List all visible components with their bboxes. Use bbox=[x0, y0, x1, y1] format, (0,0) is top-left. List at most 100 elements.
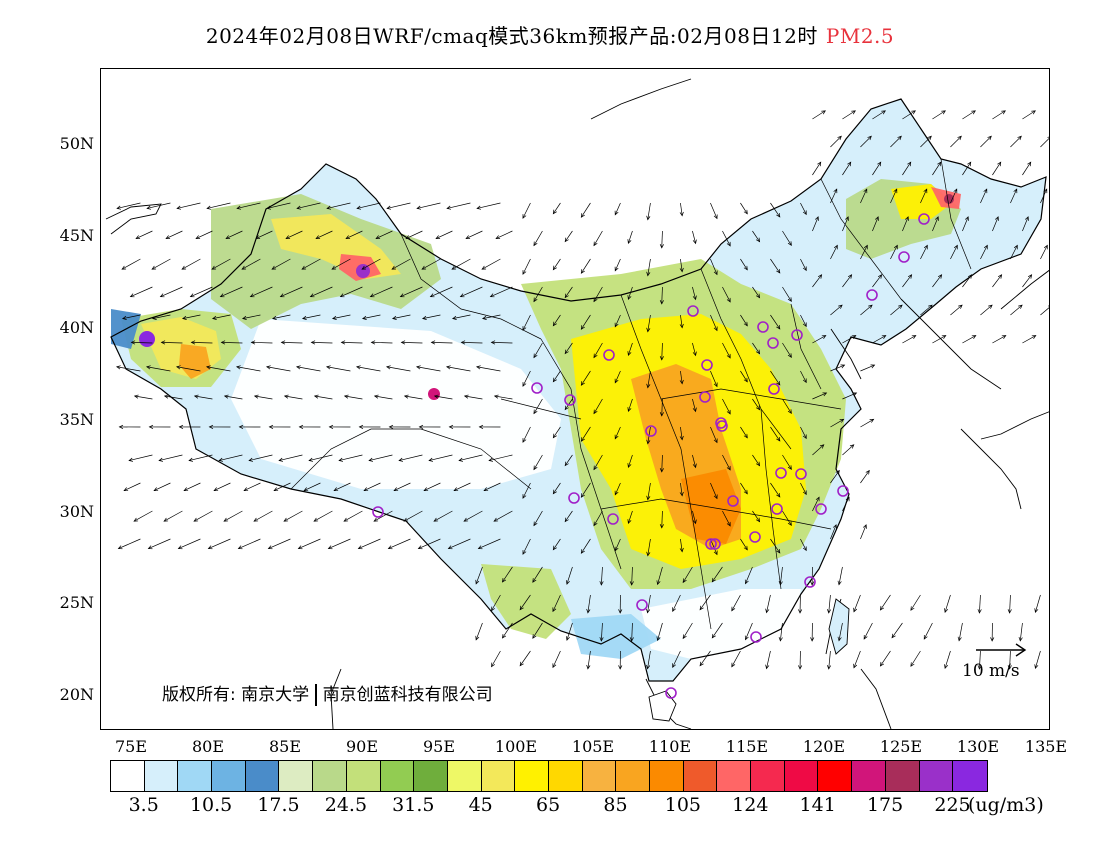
wind-arrow-head bbox=[787, 297, 792, 302]
lon-label-125e: 125E bbox=[879, 737, 923, 756]
wind-arrow-head bbox=[692, 519, 697, 525]
wind-arrow bbox=[828, 594, 831, 613]
colorbar-swatch-8 bbox=[380, 761, 415, 791]
wind-arrow-head bbox=[564, 237, 569, 243]
wind-arrow-head bbox=[731, 606, 736, 612]
wind-arrow-head bbox=[1001, 110, 1006, 115]
wind-arrow-head bbox=[533, 465, 538, 471]
wind-arrow-head bbox=[478, 424, 484, 430]
wind-arrow-head bbox=[869, 418, 875, 423]
copyright-separator bbox=[315, 684, 317, 706]
colorbar-labels: 3.5 10.5 17.5 24.5 31.5 45 65 85 105 124 141 175 225 bbox=[110, 794, 990, 818]
wind-arrow-head bbox=[627, 351, 632, 356]
wind-arrow bbox=[692, 398, 696, 412]
wind-arrow-head bbox=[313, 394, 319, 399]
wind-arrow bbox=[979, 650, 981, 669]
city-marker-icon bbox=[837, 485, 849, 497]
wind-arrow-head bbox=[802, 490, 807, 496]
wind-arrow-head bbox=[593, 465, 598, 471]
wind-arrow bbox=[962, 216, 969, 232]
colorbar-swatch-1 bbox=[144, 761, 179, 791]
wind-arrow bbox=[206, 366, 231, 372]
wind-arrow bbox=[388, 538, 411, 549]
wind-arrow-head bbox=[928, 304, 933, 309]
wind-arrow bbox=[842, 161, 852, 176]
wind-arrow-head bbox=[743, 433, 748, 439]
wind-arrow bbox=[161, 342, 183, 344]
wind-arrow-head bbox=[249, 293, 255, 298]
wind-arrow-head bbox=[692, 463, 697, 469]
wind-arrow-head bbox=[937, 274, 943, 279]
wind-arrow bbox=[422, 314, 441, 319]
wind-arrow-head bbox=[117, 545, 123, 550]
wind-arrow bbox=[313, 510, 333, 522]
colorbar-label: 45 bbox=[468, 794, 493, 816]
wind-arrow bbox=[770, 482, 781, 498]
wind-arrow bbox=[842, 335, 856, 344]
lat-label-25n: 25N bbox=[59, 593, 94, 612]
wind-arrow bbox=[581, 482, 591, 498]
wind-arrow-head bbox=[845, 496, 850, 502]
wind-arrow bbox=[401, 342, 423, 344]
lon-label-120e: 120E bbox=[802, 737, 846, 756]
wind-arrow bbox=[722, 454, 731, 471]
wind-arrow bbox=[482, 314, 501, 319]
wind-arrow bbox=[979, 594, 981, 613]
wind-arrow bbox=[628, 398, 633, 412]
wind-arrow bbox=[932, 110, 946, 120]
wind-arrow-head bbox=[580, 213, 585, 218]
wind-arrow bbox=[980, 245, 988, 260]
wind-arrow bbox=[853, 594, 861, 612]
wind-arrow bbox=[860, 418, 874, 428]
wind-arrow bbox=[189, 454, 213, 461]
map-frame[interactable] bbox=[100, 68, 1050, 730]
wind-arrow-head bbox=[833, 244, 838, 250]
wind-arrow-head bbox=[817, 161, 822, 167]
wind-arrow bbox=[631, 566, 633, 585]
wind-arrow-head bbox=[997, 274, 1003, 279]
wind-arrow bbox=[782, 286, 792, 302]
wind-arrow-head bbox=[787, 409, 792, 414]
wind-arrow-head bbox=[835, 469, 840, 475]
city-marker-icon bbox=[701, 359, 713, 371]
lon-label-85e: 85E bbox=[268, 737, 302, 756]
wind-arrow bbox=[283, 510, 303, 522]
wind-arrow-head bbox=[743, 321, 748, 327]
wind-arrow-head bbox=[386, 365, 391, 370]
wind-arrow-head bbox=[552, 663, 557, 669]
wind-arrow-head bbox=[343, 394, 349, 399]
province-boundary bbox=[540, 338, 622, 570]
province-boundary bbox=[660, 388, 842, 410]
wind-arrow-head bbox=[220, 340, 226, 345]
wind-arrow-head bbox=[646, 608, 651, 614]
wind-arrow bbox=[130, 286, 153, 298]
wind-arrow bbox=[661, 510, 663, 528]
wind-arrow bbox=[958, 622, 963, 641]
wind-arrow bbox=[386, 202, 411, 209]
wind-arrow bbox=[465, 230, 483, 239]
wind-arrow-head bbox=[672, 607, 676, 612]
colorbar-label: 3.5 bbox=[128, 794, 159, 816]
tibet-clean-region bbox=[231, 319, 561, 489]
wind-arrow bbox=[564, 230, 573, 242]
wind-arrow-head bbox=[386, 205, 392, 210]
lat-label-45n: 45N bbox=[59, 226, 94, 245]
wind-arrow bbox=[752, 230, 760, 242]
wind-arrow bbox=[782, 398, 792, 414]
wind-arrow-head bbox=[755, 405, 761, 411]
wind-arrow-head bbox=[1034, 664, 1039, 670]
wind-arrow-head bbox=[983, 188, 988, 194]
wind-arrow bbox=[268, 538, 291, 549]
wind-arrow bbox=[860, 135, 872, 148]
wind-arrow bbox=[680, 258, 683, 272]
wind-arrow-head bbox=[580, 269, 585, 274]
wind-arrow-head bbox=[646, 495, 651, 501]
wind-arrow bbox=[121, 258, 141, 270]
wind-arrow bbox=[711, 566, 723, 583]
city-marker-icon bbox=[699, 391, 711, 403]
wind-arrow-head bbox=[827, 665, 832, 670]
colorbar-swatch-6 bbox=[313, 761, 347, 791]
wind-arrow bbox=[657, 622, 663, 641]
wind-arrow-head bbox=[326, 205, 332, 210]
wind-arrow-head bbox=[726, 409, 731, 415]
